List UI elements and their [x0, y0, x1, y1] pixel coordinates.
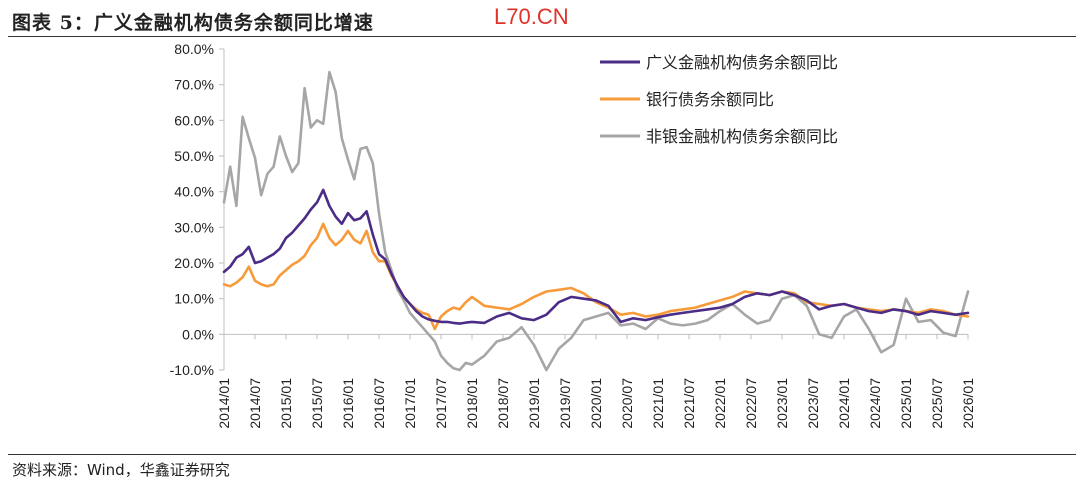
y-tick-label: 20.0%	[174, 255, 214, 271]
legend-label-1: 银行债务余额同比	[646, 90, 774, 109]
x-tick-label: 2020/01	[588, 378, 604, 429]
footer-divider	[8, 454, 1076, 455]
y-tick-label: 10.0%	[174, 291, 214, 307]
x-tick-label: 2024/01	[836, 378, 852, 429]
x-tick-label: 2024/07	[867, 378, 883, 429]
y-tick-label: 40.0%	[174, 184, 214, 200]
x-tick-label: 2021/01	[650, 378, 666, 429]
source-note: 资料来源：Wind，华鑫证券研究	[12, 461, 230, 479]
legend-label-0: 广义金融机构债务余额同比	[646, 53, 838, 72]
legend-label-2: 非银金融机构债务余额同比	[646, 127, 838, 146]
y-tick-label: 70.0%	[174, 77, 214, 93]
x-tick-label: 2020/07	[619, 378, 635, 429]
x-tick-label: 2022/01	[712, 378, 728, 429]
y-tick-label: 30.0%	[174, 219, 214, 235]
x-tick-label: 2021/07	[681, 378, 697, 429]
x-tick-label: 2017/07	[433, 378, 449, 429]
x-tick-label: 2025/07	[929, 378, 945, 429]
y-tick-label: -10.0%	[170, 362, 214, 378]
x-tick-label: 2016/07	[371, 378, 387, 429]
y-tick-label: 50.0%	[174, 148, 214, 164]
x-tick-label: 2014/07	[247, 378, 263, 429]
x-tick-label: 2016/01	[340, 378, 356, 429]
x-tick-label: 2019/01	[526, 378, 542, 429]
y-tick-label: 60.0%	[174, 112, 214, 128]
site-watermark: L70.CN	[494, 4, 569, 29]
x-tick-label: 2018/07	[495, 378, 511, 429]
x-tick-label: 2015/07	[309, 378, 325, 429]
x-tick-label: 2017/01	[402, 378, 418, 429]
series-line-2	[222, 70, 970, 372]
figure-title: 图表 5：广义金融机构债务余额同比增速	[12, 12, 374, 34]
y-tick-label: 0.0%	[182, 326, 214, 342]
x-tick-label: 2015/01	[278, 378, 294, 429]
x-tick-label: 2022/07	[743, 378, 759, 429]
x-tick-label: 2014/01	[216, 378, 232, 429]
x-tick-label: 2023/01	[774, 378, 790, 429]
x-tick-label: 2018/01	[464, 378, 480, 429]
title-divider	[8, 36, 1076, 37]
series-line-0	[222, 188, 970, 325]
x-tick-label: 2026/01	[960, 378, 976, 429]
series-line-1	[222, 222, 970, 331]
y-tick-label: 80.0%	[174, 41, 214, 57]
x-tick-label: 2023/07	[805, 378, 821, 429]
x-tick-label: 2019/07	[557, 378, 573, 429]
figure-header: 图表 5：广义金融机构债务余额同比增速 L70.CN	[0, 0, 1080, 42]
x-tick-label: 2025/01	[898, 378, 914, 429]
